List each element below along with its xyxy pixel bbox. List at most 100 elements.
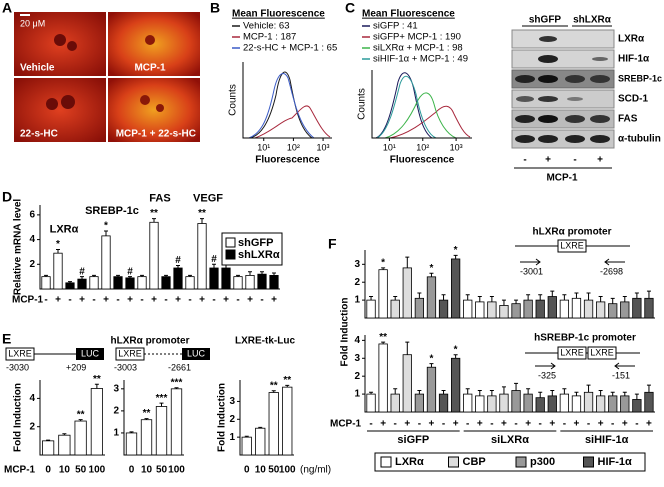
band [590,135,610,143]
error-bar [489,296,494,302]
row-label: SCD-1 [618,94,648,105]
x-tick-label: + [151,295,157,306]
x-tick-label: - [260,295,263,306]
x-tick-label: + [380,419,386,430]
bar [559,299,570,319]
legend-title: Mean Fluorescence [362,9,455,20]
error-bar [200,218,204,224]
error-bar [574,391,579,396]
x-tick-label: + [247,295,253,306]
x-tick-label: 10¹ [257,142,270,152]
error-bar [634,393,639,400]
x-tick-label: - [514,419,517,430]
lane-label: shLXRα [573,15,612,26]
axes [371,70,472,139]
bar [366,393,376,413]
bar [140,419,153,456]
bar [113,276,123,290]
legend-box [374,452,646,472]
error-bar [128,276,132,278]
flow-curve [376,75,437,139]
error-bar [244,435,249,438]
primer-arrow [604,258,625,266]
band [516,96,534,102]
x-tick-label: + [549,419,555,430]
significance: ** [283,375,291,386]
x-tick-label: + [103,295,109,306]
x-tick-label: - [164,295,167,306]
flow-curve [375,72,433,139]
flow-curve [384,92,457,139]
bar [511,303,521,319]
lane-sign: - [573,155,576,166]
row-label: α-tubulin [618,134,661,145]
error-bar [634,292,639,299]
x-tick-label: 100 [168,465,185,476]
x-tick-label: 10² [287,142,300,152]
blot-strip [511,129,615,149]
x-tick-label: + [404,419,410,430]
legend-label: siLXRα + MCP-1 : 98 [373,43,463,54]
significance: * [454,245,458,256]
bar [595,395,606,413]
error-bar [104,230,108,236]
band [515,135,535,143]
error-bar [248,271,252,276]
unit-label: (ng/ml) [300,465,331,476]
error-bar [538,391,543,398]
error-bar [441,390,446,395]
legend-swatch [380,456,392,468]
bar [608,303,618,319]
error-bar [550,290,555,297]
legend-label: Vehicle: 63 [243,21,289,32]
panel-label: F [328,236,337,252]
error-bar [46,439,51,441]
y-axis-label: Counts [357,88,368,120]
x-tick-label: 10³ [317,142,330,152]
bar [197,223,207,290]
error-bar [62,433,67,436]
error-bar [258,426,263,429]
x-tick-label: - [44,295,47,306]
y-tick-label: 3 [354,353,360,364]
x-tick-label: 10³ [450,142,463,152]
bar [475,301,485,319]
bar [137,276,147,290]
bar [245,275,255,290]
legend-label: CBP [463,456,486,468]
y-tick-label: 2 [354,371,360,382]
bar [559,393,570,413]
lxre-box [5,347,35,361]
error-bar [68,281,72,283]
error-bar [271,390,276,393]
y-tick-label: 3 [229,396,235,407]
primer-arrow [535,362,556,370]
blot-strip [511,49,615,69]
band [565,75,585,83]
group-label: siGFP [397,434,429,446]
x-tick-label: + [477,419,483,430]
lane-sign: + [597,155,603,166]
y-tick-label: 1 [354,389,360,400]
nucleolus [61,95,75,109]
lxre-label: LXRE [118,348,142,358]
error-bar [393,388,398,395]
legend-title: Mean Fluorescence [232,9,325,20]
significance: # [211,254,217,265]
band [565,115,585,123]
x-tick-label: 0 [244,465,250,476]
significance: * [104,221,108,232]
bar [155,406,168,456]
y-tick-label: 4 [29,393,35,404]
x-tick-label: + [223,295,229,306]
bar [571,297,582,319]
x-tick-label: 10² [416,142,429,152]
y-tick-label: 2 [29,259,35,270]
group-label: FAS [149,192,170,204]
group-label: siLXRα [491,434,529,446]
y-tick-label: 1 [229,432,235,443]
error-bar [453,254,458,259]
significance: ** [198,208,206,219]
error-bar [381,341,386,344]
x-tick-label: 10 [141,465,153,476]
